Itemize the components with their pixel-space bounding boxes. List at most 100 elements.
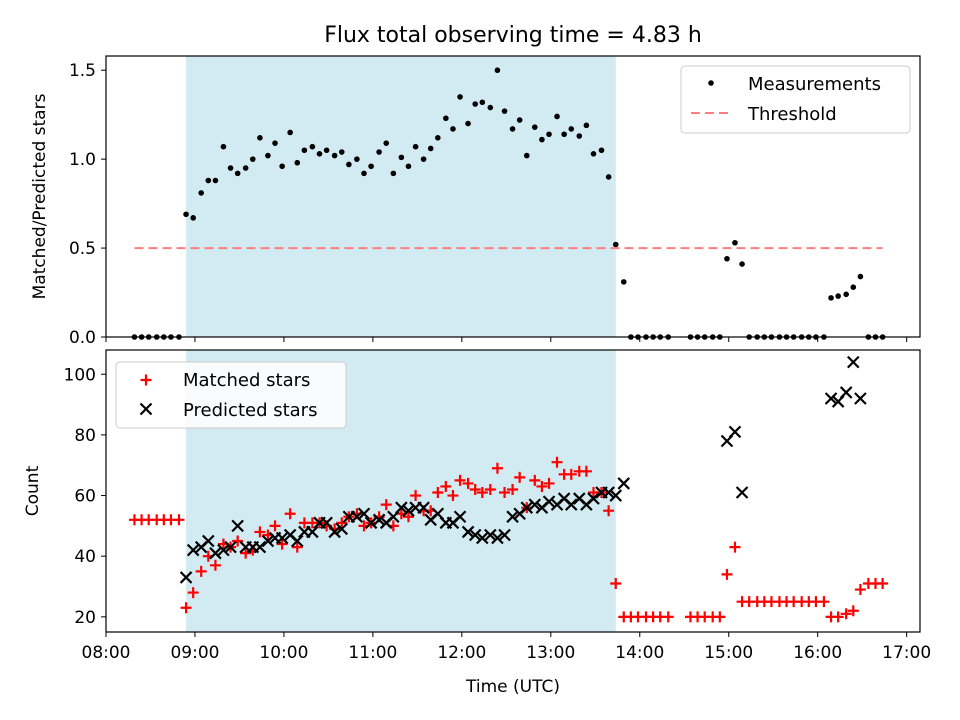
measurement-point xyxy=(265,152,271,159)
matched-star-marker xyxy=(232,535,244,547)
matched-star-marker xyxy=(195,565,207,577)
legend-box xyxy=(680,65,911,134)
y-axis-label: Count xyxy=(23,465,43,516)
matched-star-marker xyxy=(818,596,830,608)
matched-star-marker xyxy=(432,487,444,499)
measurement-point xyxy=(249,156,256,162)
matched-star-marker xyxy=(499,487,511,499)
matched-star-marker xyxy=(514,471,526,483)
predicted-star-marker xyxy=(854,392,867,405)
measurement-point xyxy=(612,241,619,248)
measurement-point xyxy=(294,159,301,166)
measurement-point xyxy=(516,117,523,123)
x-tick-label: 10:00 xyxy=(259,643,308,663)
predicted-star-marker xyxy=(364,516,378,530)
measurement-point xyxy=(287,129,293,136)
legend-matched-marker xyxy=(140,374,152,386)
x-tick-label: 15:00 xyxy=(704,643,753,663)
predicted-star-marker xyxy=(224,540,237,554)
predicted-star-marker xyxy=(186,543,200,557)
legend: Measurements Threshold xyxy=(680,65,911,134)
predicted-star-marker xyxy=(491,531,504,545)
matched-star-marker xyxy=(847,605,859,617)
x-tick-label: 08:00 xyxy=(82,643,131,663)
x-tick-label: 16:00 xyxy=(793,643,842,663)
y-tick-label: 20 xyxy=(74,608,96,628)
measurement-point xyxy=(390,170,397,177)
matched-star-marker xyxy=(854,584,866,596)
measurement-point xyxy=(205,177,212,184)
measurement-point xyxy=(346,161,352,168)
measurement-point xyxy=(183,211,189,218)
matched-star-marker xyxy=(603,505,615,517)
legend-predicted-marker xyxy=(139,402,153,416)
predicted-star-marker xyxy=(602,486,615,499)
measurement-point xyxy=(739,261,745,267)
predicted-star-marker xyxy=(217,543,230,557)
measurement-point xyxy=(554,113,560,120)
measurement-point xyxy=(198,190,204,196)
legend: Matched stars Predicted stars xyxy=(115,361,347,429)
predicted-star-marker xyxy=(468,528,482,542)
predicted-star-marker xyxy=(350,510,364,524)
measurement-point xyxy=(190,215,196,221)
predicted-star-marker xyxy=(461,525,475,539)
matched-star-marker xyxy=(173,514,185,526)
legend-label: Matched stars xyxy=(183,370,310,391)
measurement-point xyxy=(354,156,360,162)
y-tick-label: 1.5 xyxy=(69,61,96,81)
predicted-star-marker xyxy=(617,477,631,490)
x-tick-label: 11:00 xyxy=(348,643,397,663)
predicted-star-marker xyxy=(202,534,215,548)
matched-star-marker xyxy=(610,577,622,589)
measurement-point xyxy=(561,131,567,138)
measurement-point xyxy=(242,165,249,171)
measurement-point xyxy=(316,151,323,157)
measurement-point xyxy=(427,145,434,152)
x-tick-label: 17:00 xyxy=(882,643,931,663)
x-axis-label: Time (UTC) xyxy=(465,677,560,697)
predicted-star-marker xyxy=(506,510,519,524)
measurement-point xyxy=(539,136,545,143)
measurement-point xyxy=(212,177,219,184)
predicted-star-marker xyxy=(417,501,430,514)
matched-star-marker xyxy=(447,490,459,502)
predicted-star-marker xyxy=(587,492,600,505)
matched-star-marker xyxy=(462,477,474,489)
measurement-point xyxy=(843,291,849,298)
measurement-point xyxy=(383,140,390,146)
measurement-point xyxy=(501,108,508,114)
measurement-point xyxy=(331,152,338,159)
legend-box xyxy=(115,361,347,429)
figure-title: Flux total observing time = 4.83 h xyxy=(324,23,702,48)
matched-star-marker xyxy=(580,465,592,477)
matched-star-marker xyxy=(440,480,452,492)
matched-star-marker xyxy=(469,483,481,495)
matched-star-marker xyxy=(491,462,503,474)
y-tick-label: 80 xyxy=(74,426,96,446)
measurement-point xyxy=(257,135,263,141)
x-tick-label: 09:00 xyxy=(170,643,219,663)
predicted-star-marker xyxy=(209,546,222,560)
predicted-star-marker xyxy=(728,425,742,439)
measurement-point xyxy=(583,122,590,129)
matched-star-marker xyxy=(180,602,192,614)
y-tick-label: 60 xyxy=(74,487,96,507)
x-tick-label: 14:00 xyxy=(615,643,664,663)
measurement-point xyxy=(850,284,857,291)
measurement-point xyxy=(546,131,552,138)
measurement-point xyxy=(523,152,530,159)
predicted-star-marker xyxy=(609,489,623,502)
predicted-star-marker xyxy=(275,531,289,545)
matched-star-marker xyxy=(565,468,577,480)
matched-star-marker xyxy=(507,483,519,495)
predicted-star-marker xyxy=(179,571,193,584)
predicted-star-marker xyxy=(261,534,275,548)
measurement-point xyxy=(835,293,841,299)
y-axis-label: Matched/Predicted stars xyxy=(30,93,50,299)
measurement-point xyxy=(272,140,278,146)
predicted-star-marker xyxy=(306,525,319,539)
measurement-point xyxy=(234,170,241,177)
y-tick-label: 1.0 xyxy=(69,150,96,170)
axes-frame xyxy=(105,349,921,633)
